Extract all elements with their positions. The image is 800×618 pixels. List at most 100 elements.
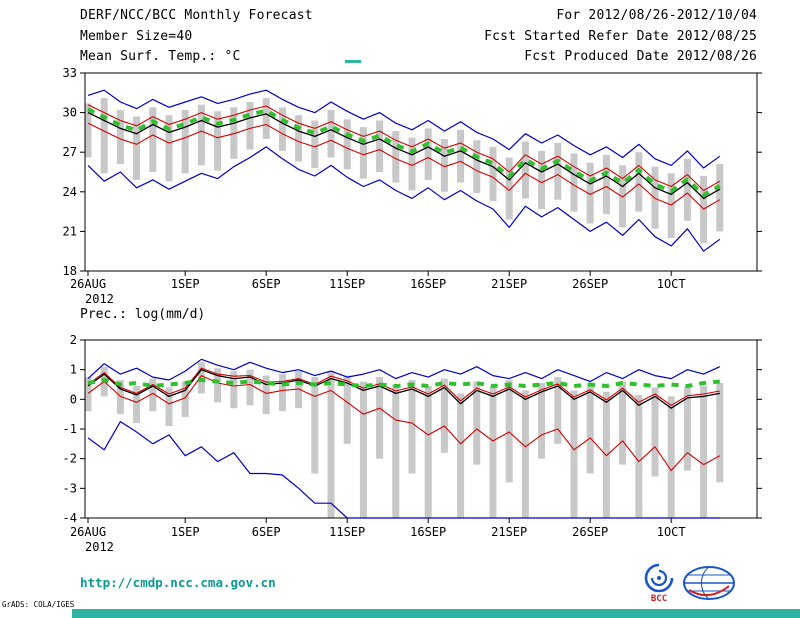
ensemble-spread-bar — [635, 394, 643, 518]
ensemble-spread-bar — [262, 375, 270, 415]
ensemble-spread-bar — [116, 380, 124, 415]
x-axis-tick-label: 6SEP — [252, 525, 281, 539]
x-axis-tick-label: 11SEP — [329, 277, 365, 291]
ensemble-spread-bar — [700, 175, 708, 244]
ensemble-spread-bar — [473, 140, 481, 194]
x-axis-tick-label: 1OCT — [657, 525, 686, 539]
ensemble-spread-bar — [376, 120, 384, 172]
ensemble-spread-bar — [457, 129, 465, 183]
y-axis-tick-label: -1 — [63, 422, 77, 436]
ensemble-spread-bar — [570, 153, 578, 212]
y-axis-tick-label: 1 — [70, 363, 77, 377]
ensemble-spread-bar — [246, 369, 254, 406]
series-ensemble-min — [87, 421, 720, 519]
y-axis-tick-label: 0 — [70, 392, 77, 406]
precip-panel-title: Prec.: log(mm/d) — [80, 307, 206, 322]
bcc-logo-label: BCC — [651, 594, 667, 604]
plot-title: DERF/NCC/BCC Monthly Forecast — [80, 8, 313, 23]
plot-frame — [84, 72, 758, 272]
ensemble-spread-bar — [570, 390, 578, 518]
series-climatology — [87, 107, 721, 198]
x-axis-tick-label: 26SEP — [572, 277, 608, 291]
series-lower-quartile — [87, 375, 721, 472]
ensemble-spread-bar — [343, 375, 351, 444]
ensemble-spread-bar — [424, 128, 432, 180]
ensemble-spread-bar — [181, 109, 189, 174]
ensemble-spread-bar — [230, 371, 238, 409]
ensemble-spread-bar — [311, 377, 319, 474]
series-upper-quartile — [87, 367, 720, 406]
ensemble-spread-bar — [440, 378, 448, 453]
ensemble-spread-bar — [667, 173, 675, 238]
ensemble-spread-bar — [554, 142, 562, 200]
ensemble-spread-bar — [165, 115, 173, 182]
series-ensemble-min — [87, 146, 721, 252]
ensemble-spread-bar — [214, 111, 222, 171]
x-axis-tick-label: 1SEP — [171, 277, 200, 291]
temp-panel-title: Mean Surf. Temp.: °C — [80, 49, 241, 64]
ensemble-spread-bar — [716, 164, 724, 232]
ensemble-spread-bar — [457, 393, 465, 518]
series-ensemble-mean — [87, 369, 720, 409]
x-axis-tick-label: 16SEP — [410, 277, 446, 291]
ensemble-spread-bar — [343, 119, 351, 170]
bottom-color-bar — [72, 609, 800, 618]
x-axis-tick-label: 16SEP — [410, 525, 446, 539]
ensemble-spread-bar — [246, 102, 254, 150]
x-axis-year-label: 2012 — [85, 292, 114, 306]
ensemble-spread-bar — [116, 109, 124, 165]
bcc-logo-swirl-outer — [644, 563, 674, 593]
header-accent-mark — [345, 60, 361, 63]
ensemble-spread-bar — [278, 107, 286, 151]
ensemble-spread-bar — [489, 387, 497, 518]
x-axis-tick-label: 11SEP — [329, 525, 365, 539]
x-axis-tick-label: 6SEP — [252, 277, 281, 291]
ensemble-spread-bar — [586, 162, 594, 224]
ensemble-spread-bar — [392, 131, 400, 183]
bcc-logo-center-dot — [657, 576, 661, 580]
ensemble-spread-bar — [149, 378, 157, 412]
series-lower-quartile — [87, 122, 721, 210]
ensemble-spread-bar — [376, 377, 384, 459]
ensemble-spread-bar — [149, 107, 157, 172]
ensemble-spread-bar — [165, 387, 173, 427]
ensemble-spread-bar — [667, 396, 675, 518]
ensemble-spread-bar — [538, 150, 546, 209]
ensemble-spread-bar — [408, 380, 416, 474]
ensemble-spread-bar — [84, 103, 92, 158]
ensemble-spread-bar — [700, 385, 708, 518]
ensemble-spread-bar — [133, 116, 141, 180]
ensemble-spread-bar — [327, 371, 335, 518]
x-axis-year-label: 2012 — [85, 540, 114, 554]
ensemble-spread-bar — [440, 139, 448, 192]
ensemble-spread-bar — [295, 371, 303, 409]
member-size-label: Member Size=40 — [80, 29, 193, 44]
y-axis-tick-label: 30 — [63, 106, 77, 120]
forecast-range-label: For 2012/08/26-2012/10/04 — [556, 8, 757, 23]
ensemble-spread-bar — [311, 120, 319, 169]
x-axis-tick-label: 26SEP — [572, 525, 608, 539]
ensemble-spread-bar — [230, 107, 238, 159]
ensemble-spread-bar — [473, 381, 481, 465]
ensemble-spread-bar — [716, 383, 724, 483]
ensemble-spread-bar — [505, 380, 513, 483]
y-axis-tick-label: -4 — [63, 511, 77, 525]
ensemble-spread-bar — [84, 377, 92, 412]
ensemble-spread-bar — [295, 115, 303, 162]
ensemble-spread-bar — [505, 157, 513, 220]
y-axis-tick-label: 21 — [63, 224, 77, 238]
ensemble-spread-bar — [278, 374, 286, 412]
ensemble-spread-bar — [538, 383, 546, 459]
ensemble-spread-bar — [408, 137, 416, 191]
grads-credit: GrADS: COLA/IGES — [2, 600, 75, 609]
ensemble-spread-bar — [392, 384, 400, 518]
ensemble-spread-bar — [100, 98, 108, 174]
ensemble-spread-bar — [683, 387, 691, 471]
ensemble-spread-bar — [554, 377, 562, 444]
produced-date-label: Fcst Produced Date 2012/08/26 — [524, 49, 757, 64]
series-upper-quartile — [87, 104, 721, 192]
series-ensemble-mean — [87, 112, 721, 200]
ensemble-spread-bar — [619, 381, 627, 465]
y-axis-tick-label: 27 — [63, 145, 77, 159]
